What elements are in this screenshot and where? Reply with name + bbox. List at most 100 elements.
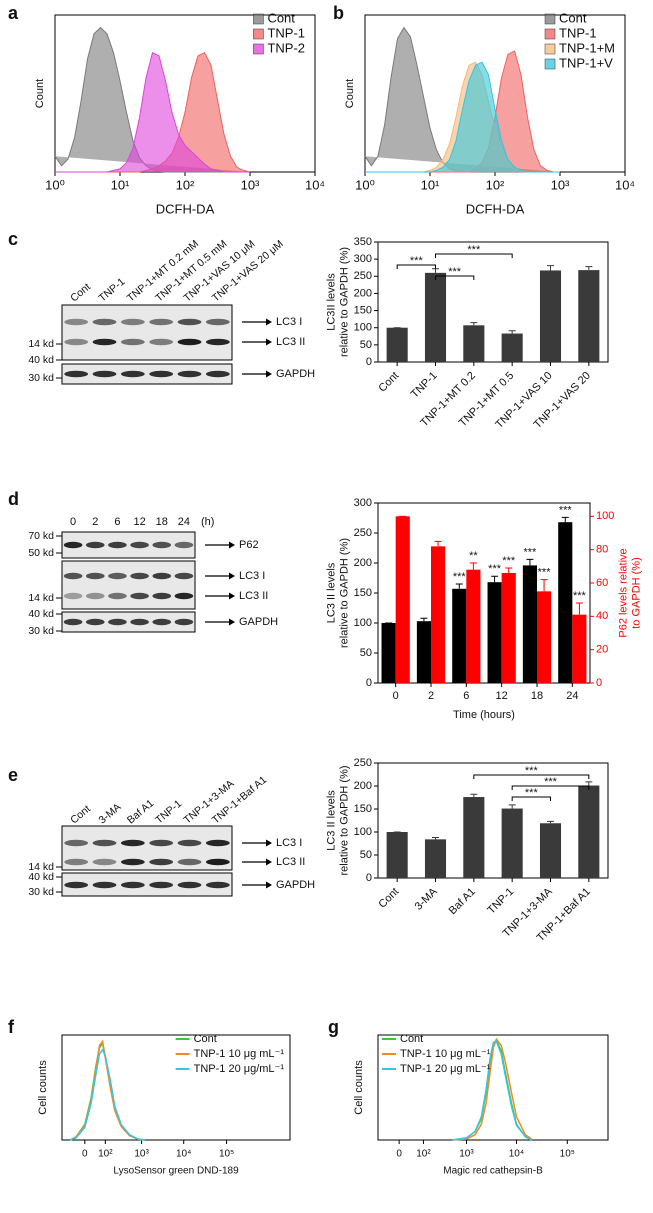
legend-swatch bbox=[253, 13, 264, 25]
y2-tick-label: 80 bbox=[596, 544, 608, 556]
blot-panel bbox=[61, 363, 233, 385]
band bbox=[92, 370, 117, 378]
significance: *** bbox=[524, 546, 538, 558]
blot-panel bbox=[61, 560, 196, 610]
band bbox=[205, 839, 230, 847]
y-tick-label: 50 bbox=[360, 339, 372, 351]
band bbox=[177, 881, 202, 889]
axis-title: LC3 II levels bbox=[325, 562, 337, 623]
size-marker: 40 kd bbox=[28, 871, 54, 883]
curve bbox=[69, 1048, 146, 1141]
y2-tick-label: 40 bbox=[596, 610, 608, 622]
panel-letter: e bbox=[8, 765, 18, 785]
bar bbox=[452, 588, 467, 683]
axis-title: relative to GAPDH (%) bbox=[338, 538, 350, 648]
legend-label: TNP-1 10 μg mL⁻¹ bbox=[194, 1048, 285, 1060]
x-axis-title: LysoSensor green DND-189 bbox=[113, 1166, 239, 1177]
band bbox=[205, 881, 230, 889]
axis-title: Count bbox=[34, 79, 46, 108]
legend-label: Cont bbox=[267, 10, 295, 25]
arrow-head bbox=[229, 618, 235, 626]
band bbox=[149, 858, 174, 866]
y-tick-label: 150 bbox=[354, 587, 372, 599]
y-tick-label: 300 bbox=[354, 253, 372, 265]
band bbox=[120, 858, 145, 866]
band bbox=[120, 318, 145, 326]
x-tick-label: 10² bbox=[98, 1149, 113, 1160]
band bbox=[92, 839, 117, 847]
bar bbox=[487, 582, 502, 683]
axis-title: Count bbox=[344, 79, 356, 108]
band bbox=[92, 881, 117, 889]
band bbox=[120, 338, 145, 346]
error-bar bbox=[432, 268, 439, 273]
band bbox=[120, 881, 145, 889]
significance: *** bbox=[502, 555, 516, 567]
x-tick-label: 10³ bbox=[551, 177, 570, 192]
band bbox=[130, 592, 149, 600]
y-tick-label: 250 bbox=[354, 270, 372, 282]
arrow-head bbox=[229, 572, 235, 580]
legend-label: Cont bbox=[559, 10, 587, 25]
bracket bbox=[511, 785, 590, 790]
bracket bbox=[396, 264, 436, 269]
bar bbox=[501, 573, 516, 683]
size-marker: 40 kd bbox=[28, 354, 54, 366]
legend: Cont TNP-1 10 μg mL⁻¹ TNP-1 20 μg mL⁻¹ bbox=[382, 1033, 491, 1075]
arrow-head bbox=[266, 839, 272, 847]
y2-tick-label: 0 bbox=[596, 677, 602, 689]
x-tick-label: 10² bbox=[176, 177, 195, 192]
x-tick-label: 10³ bbox=[134, 1149, 149, 1160]
annotation: *** bbox=[410, 255, 424, 267]
band bbox=[149, 370, 174, 378]
y-tick-label: 350 bbox=[354, 236, 372, 248]
axis-title: Cell counts bbox=[353, 1060, 365, 1115]
lane-label: 6 bbox=[114, 516, 120, 528]
band bbox=[174, 618, 194, 626]
band bbox=[130, 618, 149, 626]
band bbox=[85, 592, 105, 600]
arrow-head bbox=[266, 338, 272, 346]
band bbox=[152, 592, 172, 600]
error-bar bbox=[585, 781, 593, 786]
band bbox=[149, 839, 174, 847]
lane-label: 3-MA bbox=[97, 801, 124, 826]
band bbox=[205, 338, 230, 346]
y-tick-label: 50 bbox=[360, 849, 372, 861]
panel-letter: f bbox=[8, 1017, 15, 1037]
band-label: LC3 II bbox=[276, 856, 305, 868]
bar bbox=[386, 832, 408, 878]
band bbox=[174, 592, 194, 600]
legend-label: TNP-1 bbox=[267, 25, 305, 40]
y-tick-label: 300 bbox=[354, 497, 372, 509]
band bbox=[92, 318, 117, 326]
significance: *** bbox=[573, 590, 587, 602]
legend-label: TNP-1 bbox=[559, 25, 597, 40]
lane-label: Cont bbox=[68, 281, 93, 305]
band bbox=[152, 541, 172, 549]
bracket bbox=[435, 275, 475, 280]
curve bbox=[365, 61, 560, 173]
y-tick-label: 0 bbox=[366, 356, 372, 368]
legend-label: TNP-1+V bbox=[559, 55, 613, 70]
band bbox=[64, 318, 89, 326]
band bbox=[64, 858, 89, 866]
x-tick-label: 12 bbox=[496, 690, 508, 702]
size-marker: 30 kd bbox=[28, 886, 54, 898]
legend-swatch bbox=[544, 58, 556, 70]
legend: Cont TNP-1 10 μg mL⁻¹ TNP-1 20 μg/mL⁻¹ bbox=[175, 1033, 285, 1075]
bar bbox=[424, 839, 447, 878]
axis-title: P62 levels relative bbox=[617, 548, 629, 637]
x-tick-label: 10³ bbox=[459, 1149, 474, 1160]
plot-frame bbox=[377, 762, 609, 879]
band bbox=[63, 592, 83, 600]
band bbox=[63, 572, 83, 580]
bracket bbox=[511, 796, 551, 801]
bar bbox=[539, 270, 562, 362]
lane-label: TNP-1 bbox=[97, 276, 128, 305]
y-tick-label: 100 bbox=[354, 322, 372, 334]
legend-label: TNP-1 10 μg mL⁻¹ bbox=[400, 1048, 491, 1060]
annotation: *** bbox=[525, 765, 539, 777]
error-bar bbox=[547, 820, 554, 824]
